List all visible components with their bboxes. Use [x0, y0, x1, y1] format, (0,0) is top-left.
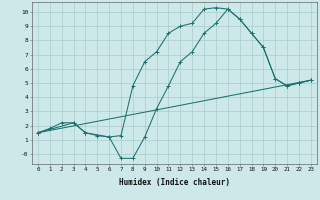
X-axis label: Humidex (Indice chaleur): Humidex (Indice chaleur) [119, 178, 230, 187]
